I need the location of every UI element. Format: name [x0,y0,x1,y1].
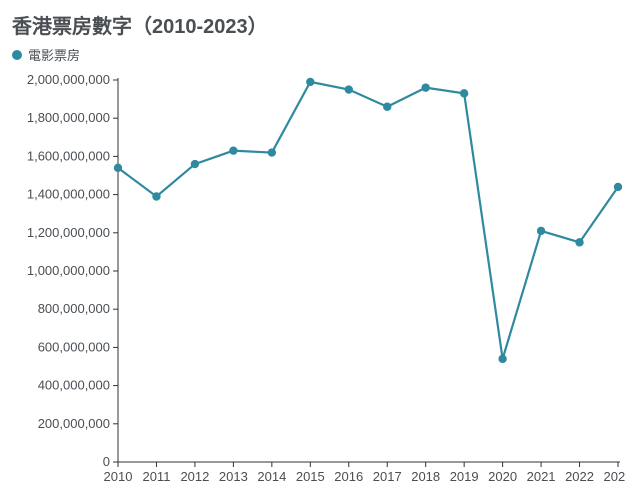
x-tick-label: 2017 [373,469,402,484]
x-tick-label: 2014 [257,469,286,484]
series-line [118,82,618,359]
data-point [614,183,622,191]
y-tick-label: 200,000,000 [38,416,110,431]
x-tick-label: 2013 [219,469,248,484]
y-tick-label: 400,000,000 [38,378,110,393]
data-point [306,78,314,86]
data-point [421,83,429,91]
data-point [537,227,545,235]
y-tick-label: 0 [103,454,110,469]
data-point [460,89,468,97]
y-tick-label: 2,000,000,000 [27,72,110,87]
data-point [268,148,276,156]
y-tick-label: 1,200,000,000 [27,225,110,240]
data-point [229,146,237,154]
x-tick-label: 2021 [527,469,556,484]
x-tick-label: 2022 [565,469,594,484]
chart-svg: 0 200,000,000 400,000,000 600,000,000 800,00… [10,70,626,490]
plot-area: 0 200,000,000 400,000,000 600,000,000 800,00… [10,70,626,490]
legend-label: 電影票房 [28,45,80,64]
data-point [114,164,122,172]
x-tick-label: 2010 [104,469,133,484]
data-point [575,238,583,246]
legend: 電影票房 [12,45,628,64]
data-point [191,160,199,168]
y-tick-label: 1,800,000,000 [27,110,110,125]
x-tick-label: 2015 [296,469,325,484]
x-tick-label: 2023 [604,469,626,484]
y-tick-label: 1,600,000,000 [27,148,110,163]
y-tick-label: 1,000,000,000 [27,263,110,278]
x-tick-label: 2016 [334,469,363,484]
data-point [345,85,353,93]
y-tick-label: 800,000,000 [38,301,110,316]
legend-marker-icon [12,50,22,60]
x-tick-label: 2020 [488,469,517,484]
y-tick-label: 600,000,000 [38,339,110,354]
y-tick-label: 1,400,000,000 [27,187,110,202]
chart-container: 香港票房數字（2010-2023） 電影票房 0 200,000,000 400,0… [0,0,640,501]
chart-title: 香港票房數字（2010-2023） [12,10,628,39]
x-tick-label: 2012 [180,469,209,484]
x-tick-label: 2018 [411,469,440,484]
x-tick-label: 2019 [450,469,479,484]
data-point [498,355,506,363]
data-point [383,103,391,111]
data-point [152,192,160,200]
x-tick-label: 2011 [142,469,170,484]
